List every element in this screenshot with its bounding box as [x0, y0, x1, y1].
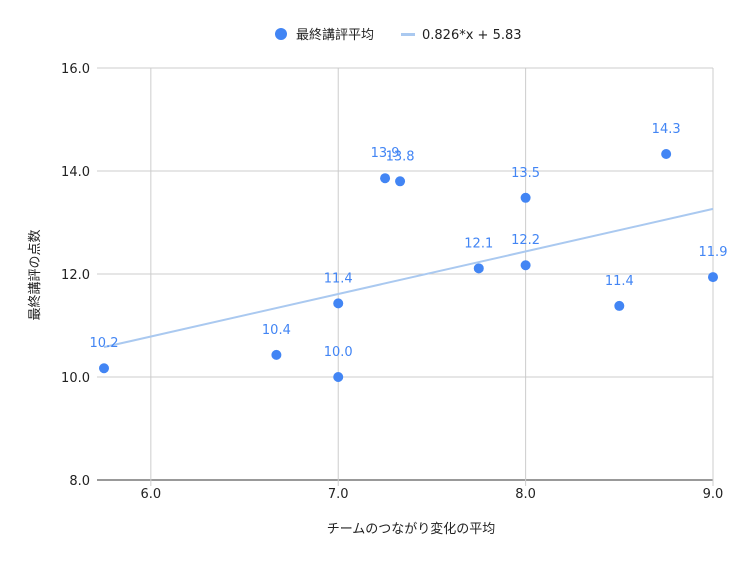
data-label: 10.2	[90, 336, 119, 351]
data-point	[473, 263, 484, 274]
data-point	[614, 300, 625, 311]
data-point	[520, 192, 531, 203]
x-tick-label: 8.0	[515, 487, 536, 502]
x-tick-label: 6.0	[141, 487, 162, 502]
data-label: 13.9	[371, 146, 400, 161]
legend-series-label: 最終講評平均	[296, 27, 374, 43]
data-point	[99, 363, 109, 374]
y-axis-ticks: 8.0 10.0 12.0 14.0 16.0	[61, 62, 90, 489]
legend-trendline-marker	[401, 33, 415, 36]
legend-trendline-label: 0.826*x + 5.83	[422, 28, 522, 43]
y-tick-label: 10.0	[61, 371, 90, 386]
data-point	[661, 149, 672, 160]
trendline	[103, 207, 714, 349]
x-tick-label: 7.0	[328, 487, 349, 502]
data-points	[99, 149, 718, 382]
data-point	[271, 349, 282, 360]
data-point	[395, 176, 406, 187]
y-tick-label: 14.0	[61, 165, 90, 180]
y-tick-label: 12.0	[61, 268, 90, 283]
legend-series-marker	[275, 28, 287, 40]
data-point	[708, 272, 718, 283]
legend: 最終講評平均 0.826*x + 5.83	[275, 27, 522, 43]
x-tick-label: 9.0	[703, 487, 724, 502]
data-label: 10.0	[324, 345, 353, 360]
data-point	[333, 298, 344, 309]
data-point	[520, 260, 531, 271]
data-label: 14.3	[652, 122, 681, 137]
data-label: 10.4	[262, 323, 291, 338]
data-label: 11.4	[605, 274, 634, 289]
data-label: 12.1	[464, 236, 493, 251]
data-label: 12.2	[511, 233, 540, 248]
data-label: 11.4	[324, 271, 353, 286]
data-label: 13.5	[511, 166, 540, 181]
data-point	[380, 173, 391, 184]
x-axis-ticks: 6.0 7.0 8.0 9.0	[141, 487, 724, 502]
x-axis-title: チームのつながり変化の平均	[327, 521, 496, 537]
y-axis-title: 最終講評の点数	[27, 229, 43, 320]
data-point	[333, 372, 344, 382]
trendline-layer	[103, 207, 714, 349]
data-label: 13.8	[386, 149, 415, 164]
y-tick-label: 8.0	[69, 474, 90, 489]
data-labels: 10.2 10.4 10.0 11.4 13.913.8 12.1 13.5 12.2 11.4…	[90, 122, 728, 360]
data-label: 11.9	[699, 245, 728, 260]
y-tick-label: 16.0	[61, 62, 90, 77]
